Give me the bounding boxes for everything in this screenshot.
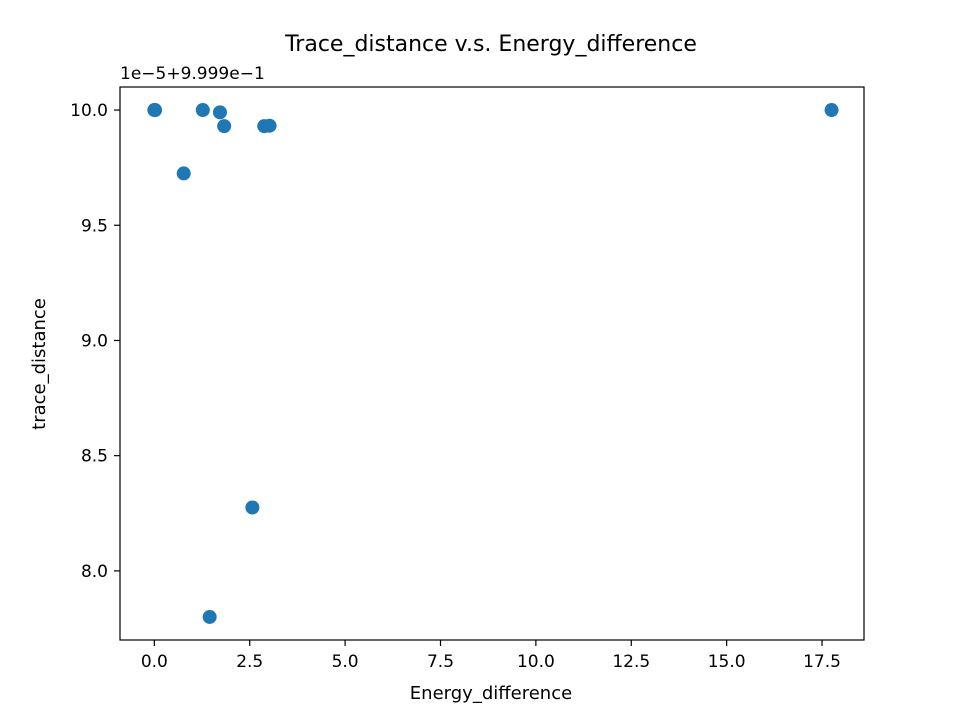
y-tick-label: 8.5 <box>81 447 108 467</box>
scatter-point <box>212 105 227 120</box>
y-axis-offset-label: 1e−5+9.999e−1 <box>120 64 265 84</box>
plot-frame <box>119 86 865 641</box>
x-tick-label: 0.0 <box>141 652 168 672</box>
x-tick-label: 10.0 <box>517 652 555 672</box>
x-tick-label: 2.5 <box>236 652 263 672</box>
y-tick-label: 9.0 <box>81 331 108 351</box>
y-axis-label: trace_distance <box>29 298 50 430</box>
scatter-point <box>824 103 839 118</box>
y-axis-ticks: 8.0 8.5 9.0 9.5 10.0 <box>70 101 120 582</box>
x-axis-ticks: 0.0 2.5 5.0 7.5 10.0 12.5 15.0 17.5 <box>141 640 841 672</box>
scatter-point <box>202 609 217 624</box>
x-tick-label: 5.0 <box>332 652 359 672</box>
chart-title: Trace_distance v.s. Energy_difference <box>284 32 697 57</box>
x-tick-label: 17.5 <box>803 652 841 672</box>
x-tick-label: 12.5 <box>612 652 650 672</box>
scatter-point <box>217 119 232 134</box>
x-tick-label: 7.5 <box>427 652 454 672</box>
scatter-point <box>195 103 210 118</box>
y-tick-label: 9.5 <box>81 216 108 236</box>
scatter-point <box>176 166 191 181</box>
y-tick-label: 8.0 <box>81 562 108 582</box>
x-tick-label: 15.0 <box>708 652 746 672</box>
scatter-point <box>262 118 277 133</box>
scatter-point <box>245 500 260 515</box>
scatter-point <box>148 103 163 118</box>
y-tick-label: 10.0 <box>70 101 108 121</box>
x-axis-label: Energy_difference <box>410 683 572 704</box>
scatter-points <box>147 103 839 624</box>
